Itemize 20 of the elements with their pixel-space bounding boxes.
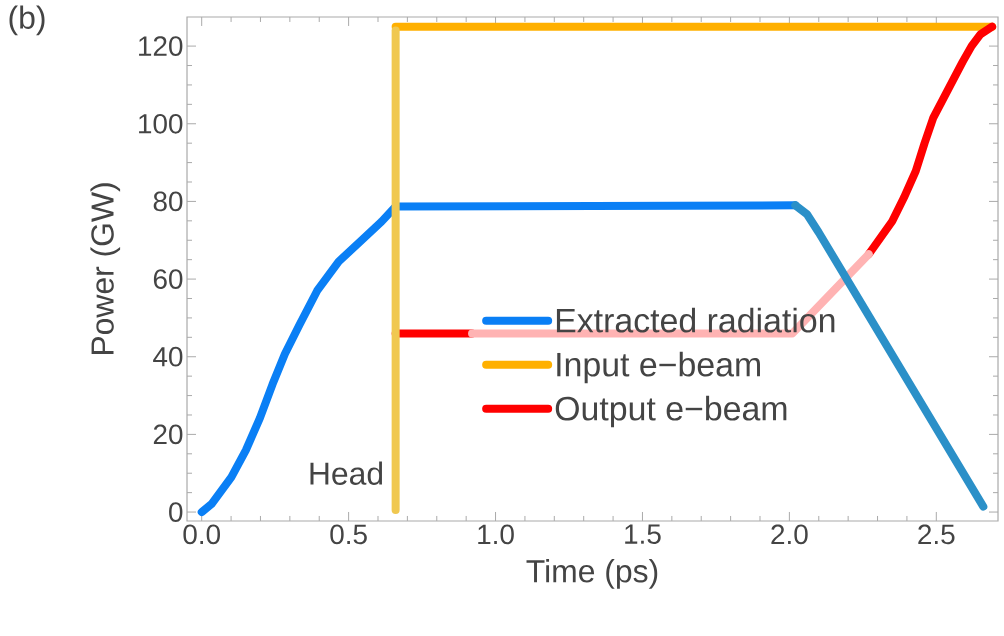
text: (b): [9, 5, 45, 36]
legend-label: Output e−beam: [555, 395, 787, 428]
y-tick-label: 80: [153, 191, 183, 212]
y-tick-label: 40: [153, 346, 183, 367]
legend-label: Extracted radiation: [556, 307, 835, 333]
x-tick-label: 0.5: [330, 524, 367, 545]
x-axis-title: Time (ps): [526, 559, 658, 589]
annotation: Head: [310, 461, 383, 485]
y-tick-label: 120: [139, 36, 183, 56]
y-tick-label: 20: [153, 424, 183, 445]
x-tick-label: 2.0: [771, 524, 808, 545]
x-tick-label: 1.0: [478, 524, 514, 545]
y-tick-label: 100: [139, 113, 183, 134]
y-tick-label: 60: [153, 269, 183, 289]
x-tick-label: 2.5: [918, 524, 955, 545]
x-tick-label: 0.0: [183, 524, 220, 545]
legend-label: Input e−beam: [557, 351, 760, 384]
x-tick-label: 1.5: [625, 524, 661, 544]
y-axis-title: Power (GW): [90, 183, 121, 355]
y-tick-label: 0: [169, 502, 183, 522]
